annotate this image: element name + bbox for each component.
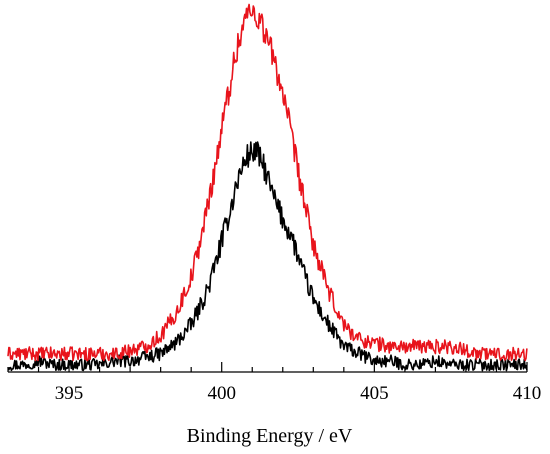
x-axis-title: Binding Energy / eV [187, 425, 353, 447]
x-tick-label: 410 [513, 383, 542, 404]
series-line-2 [7, 3, 528, 362]
x-tick-label: 395 [55, 383, 84, 404]
series-layer [7, 3, 528, 372]
series-line-1 [7, 141, 528, 372]
x-tick-label: 405 [360, 383, 389, 404]
x-axis-ticks: 395 400 405 410 [7, 362, 542, 404]
x-tick-label: 400 [207, 383, 236, 404]
